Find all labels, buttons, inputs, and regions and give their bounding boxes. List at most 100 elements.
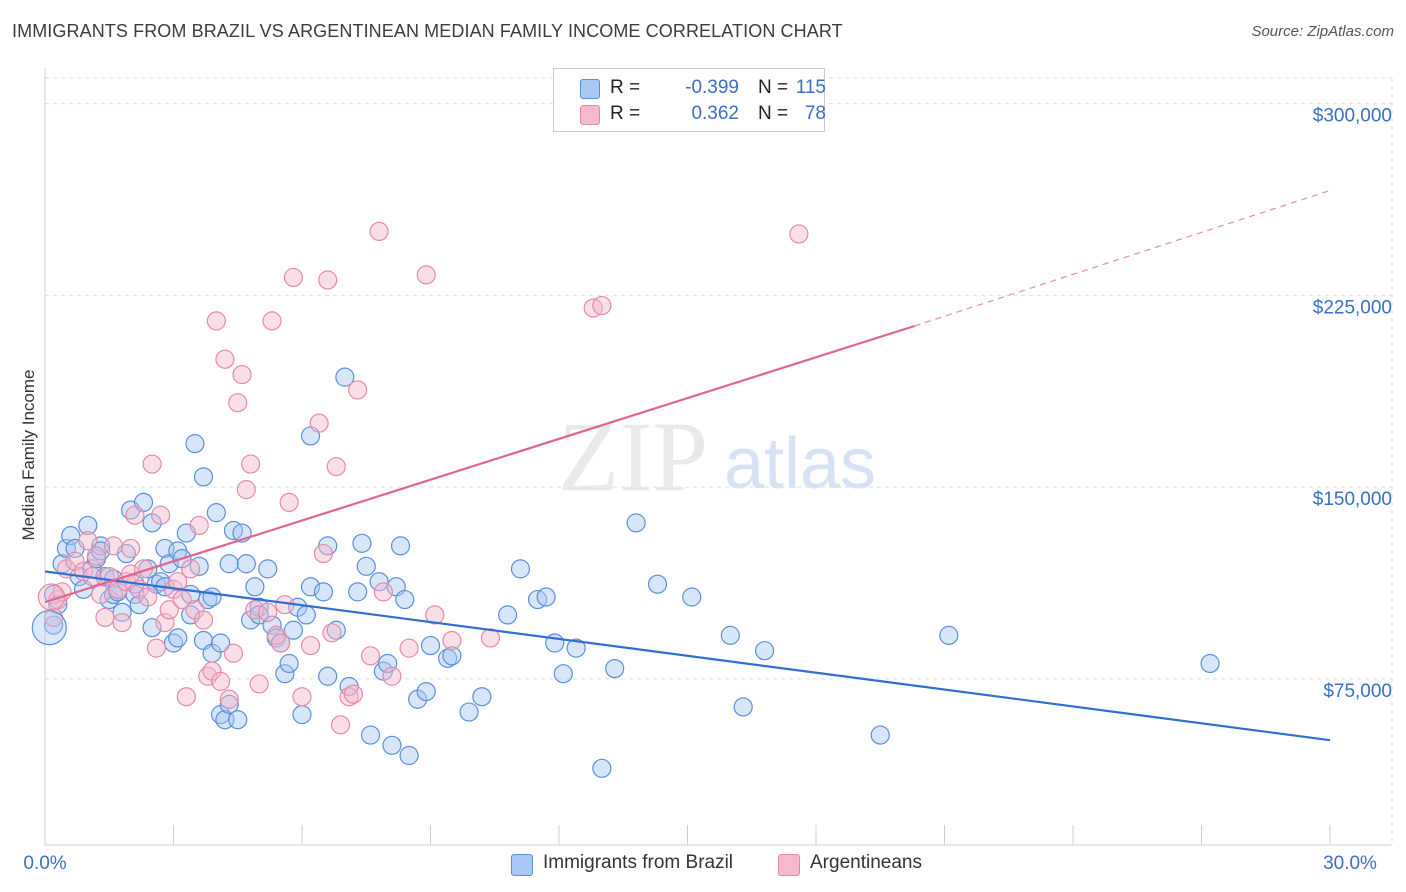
brazil-point: [442, 646, 462, 666]
argentinean-point: [159, 600, 179, 620]
brazil-point: [536, 587, 556, 607]
brazil-point: [720, 625, 740, 645]
brazil-point: [211, 633, 231, 653]
trend-layer: [44, 189, 1331, 742]
chart-title: IMMIGRANTS FROM BRAZIL VS ARGENTINEAN ME…: [12, 21, 843, 41]
brazil-point: [292, 705, 312, 725]
brazil-point: [300, 577, 321, 597]
y-tick-label: $150,000: [1313, 489, 1392, 510]
argentinean-point: [78, 531, 98, 551]
y-tick-label: $225,000: [1313, 297, 1392, 318]
brazil-point: [296, 605, 316, 625]
brazil-point: [647, 574, 668, 594]
series-swatch-brazil: [511, 854, 533, 876]
argentinean-point: [373, 582, 393, 602]
y-tick-label: $75,000: [1323, 681, 1392, 702]
argentinean-point: [142, 454, 162, 474]
brazil-point: [553, 664, 573, 684]
correlation-legend: R = -0.399 N = 115 R = 0.362 N = 78: [553, 68, 826, 132]
brazil-point: [352, 533, 372, 553]
legend-swatch-brazil: [580, 79, 600, 99]
argentinean-point: [369, 221, 389, 241]
brazil-point: [360, 725, 381, 745]
brazil-point: [754, 641, 775, 661]
brazil-point: [870, 725, 890, 745]
argentinean-point: [330, 715, 351, 735]
argentinean-point: [326, 457, 346, 477]
argentinean-point: [91, 584, 111, 605]
brazil-point: [31, 610, 67, 646]
brazil-point: [733, 697, 753, 717]
legend-r-value: 0.362: [691, 103, 739, 124]
series-swatch-argentineans: [778, 854, 800, 876]
brazil-point: [142, 618, 162, 638]
brazil-point: [348, 582, 368, 602]
brazil-point: [318, 666, 338, 686]
argentinean-point: [318, 270, 338, 290]
argentinean-point: [592, 295, 612, 316]
brazil-point: [219, 554, 239, 574]
argentinean-point: [258, 602, 278, 622]
argentinean-point: [193, 610, 214, 630]
brazil-point: [335, 367, 355, 387]
brazil-point: [313, 582, 334, 602]
brazil-point: [356, 556, 376, 576]
brazil-point: [472, 687, 492, 707]
argentinean-point: [279, 492, 299, 513]
argentinean-point: [181, 559, 201, 579]
argentinean-point: [300, 635, 321, 656]
argentinean-point: [146, 638, 166, 658]
brazil-point: [283, 620, 304, 640]
legend-n-value: 78: [804, 103, 826, 124]
argentinean-point: [168, 572, 188, 592]
legend-r-label: R =: [610, 103, 641, 124]
brazil-point: [219, 694, 239, 714]
argentinean-point: [313, 543, 334, 564]
brazil-point: [112, 602, 132, 622]
brazil-point: [245, 577, 265, 597]
brazil-point: [193, 467, 214, 487]
brazil-trendline: [44, 570, 1331, 742]
argentinean-point: [789, 224, 809, 244]
argentinean-trendline: [44, 324, 915, 604]
argentinean-point: [86, 546, 107, 566]
brazil-point: [378, 653, 398, 674]
argentinean-point: [103, 536, 124, 556]
brazil-point: [626, 513, 646, 533]
brazil-point: [185, 434, 205, 454]
argentinean-point: [283, 267, 304, 288]
argentinean-point: [241, 454, 261, 474]
brazil-point: [390, 536, 411, 556]
series-label-argentineans: Argentineans: [810, 852, 922, 873]
brazil-point: [510, 559, 531, 579]
argentinean-point: [270, 633, 291, 653]
argentinean-point: [343, 684, 363, 704]
argentinean-point: [176, 687, 196, 707]
brazil-point: [682, 587, 702, 607]
argentinean-point: [151, 505, 171, 525]
argentinean-point: [425, 605, 445, 625]
brazil-point: [275, 664, 295, 684]
brazil-point: [262, 615, 282, 635]
argentinean-point: [322, 623, 342, 643]
brazil-point: [420, 635, 441, 656]
argentinean-point: [172, 589, 192, 610]
legend-n-label: N =: [758, 103, 789, 124]
argentinean-point: [228, 393, 248, 413]
argentinean-point: [360, 646, 381, 666]
argentinean-point: [95, 607, 115, 628]
axes-layer: $75,000 $150,000 $225,000 $300,000 0.0% 30.0%: [23, 68, 1392, 874]
brazil-point: [416, 681, 436, 702]
watermark-atlas: atlas: [724, 424, 876, 504]
argentinean-point: [442, 630, 462, 651]
brazil-point: [236, 554, 256, 574]
watermark-zip: ZIP: [558, 401, 708, 512]
argentinean-point: [416, 265, 436, 285]
argentinean-trendline-extension: [914, 189, 1331, 327]
argentinean-point: [125, 505, 145, 525]
argentinean-point: [249, 674, 269, 694]
argentinean-point: [138, 587, 158, 607]
argentinean-point: [189, 515, 209, 536]
y-tick-label: $300,000: [1313, 106, 1392, 127]
